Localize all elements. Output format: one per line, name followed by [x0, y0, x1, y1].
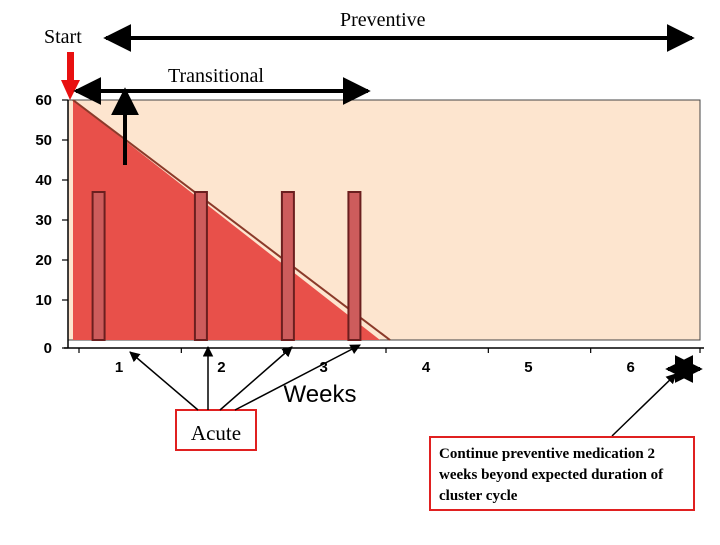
y-tick-label-0: 0 — [44, 340, 52, 357]
acute-box — [175, 409, 257, 451]
note-box: Continue preventive medication 2 weeks b… — [429, 436, 695, 511]
y-tick-label-30: 30 — [35, 212, 52, 229]
y-tick-label-40: 40 — [35, 172, 52, 189]
y-tick-label-60: 60 — [35, 92, 52, 109]
acute-bar-4 — [347, 191, 362, 341]
acute-pointer-arrow-1 — [129, 351, 199, 411]
x-tick-label-4: 4 — [422, 359, 431, 376]
y-tick-label-20: 20 — [35, 252, 52, 269]
x-tick-label-6: 6 — [627, 359, 635, 376]
acute-pointer-arrow-4 — [234, 344, 361, 411]
start-arrow-shaft — [67, 52, 74, 80]
note-pointer-arrow — [611, 373, 677, 437]
preventive-label: Preventive — [340, 9, 426, 31]
acute-bar-2 — [193, 191, 208, 341]
x-tick-label-1: 1 — [115, 359, 123, 376]
y-tick-label-10: 10 — [35, 292, 52, 309]
acute-label: Acute — [191, 421, 241, 445]
x-tick-label-2: 2 — [217, 359, 225, 376]
decline-area — [73, 100, 380, 340]
y-tick-label-50: 50 — [35, 132, 52, 149]
x-tick-label-3: 3 — [320, 359, 328, 376]
x-axis-title: Weeks — [284, 381, 357, 408]
x-tick-label-5: 5 — [524, 359, 532, 376]
transitional-label: Transitional — [168, 65, 264, 87]
acute-pointer-arrow-3 — [219, 346, 293, 411]
start-label: Start — [44, 26, 82, 48]
acute-bar-3 — [280, 191, 295, 341]
acute-bar-1 — [91, 191, 106, 341]
